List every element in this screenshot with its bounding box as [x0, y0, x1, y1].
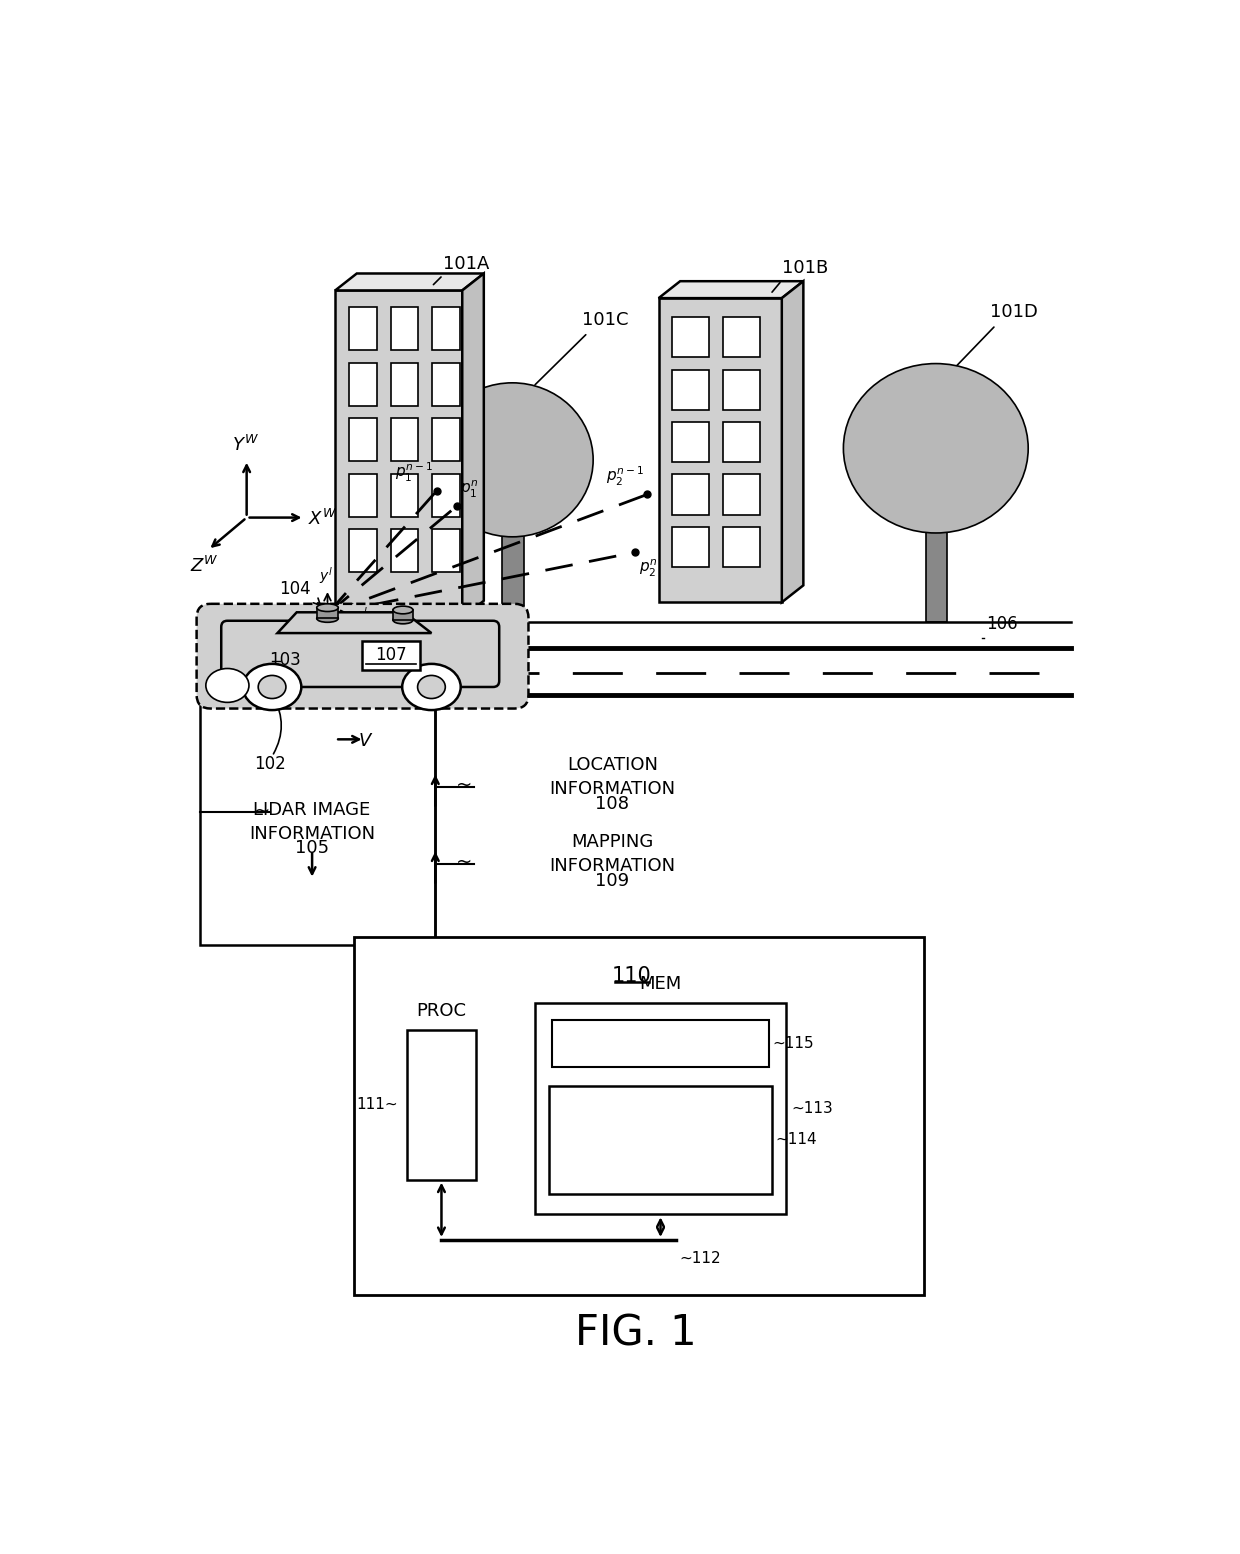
Bar	[316, 608, 339, 618]
Polygon shape	[781, 281, 804, 603]
Text: 101A: 101A	[443, 255, 490, 272]
Bar	[672, 423, 709, 462]
Text: $p_2^{n-1}$: $p_2^{n-1}$	[606, 465, 644, 488]
Text: $p_1^{n-1}$: $p_1^{n-1}$	[394, 462, 433, 485]
Bar	[407, 1030, 476, 1179]
Bar	[552, 1019, 769, 1068]
Text: $p_1^{n}$: $p_1^{n}$	[460, 479, 479, 500]
Bar	[502, 533, 523, 622]
Bar	[723, 423, 760, 462]
Polygon shape	[463, 274, 484, 617]
Text: 102: 102	[254, 755, 285, 772]
Text: $z^l$: $z^l$	[296, 631, 309, 648]
Bar	[350, 308, 377, 351]
Text: MAPPING
INFORMATION: MAPPING INFORMATION	[549, 833, 676, 875]
Bar	[433, 308, 460, 351]
Text: 101D: 101D	[990, 303, 1038, 322]
Text: 110: 110	[611, 967, 651, 987]
Bar	[536, 1002, 786, 1214]
Bar	[391, 528, 418, 572]
Ellipse shape	[418, 676, 445, 699]
Bar	[350, 418, 377, 462]
FancyBboxPatch shape	[221, 620, 500, 687]
Text: ~115: ~115	[773, 1037, 815, 1051]
Ellipse shape	[432, 382, 593, 536]
Text: 104: 104	[279, 581, 310, 598]
Text: LIDAR IMAGE
INFORMATION: LIDAR IMAGE INFORMATION	[249, 800, 376, 842]
Bar	[391, 474, 418, 517]
Text: $Y^W$: $Y^W$	[232, 435, 259, 455]
Bar	[723, 370, 760, 410]
Bar	[672, 474, 709, 514]
Ellipse shape	[393, 615, 413, 623]
FancyBboxPatch shape	[197, 605, 528, 709]
Text: $p_2^{n}$: $p_2^{n}$	[639, 558, 657, 580]
Bar	[433, 528, 460, 572]
Polygon shape	[335, 274, 484, 291]
Text: FIG. 1: FIG. 1	[574, 1313, 697, 1355]
Text: 111~: 111~	[356, 1097, 398, 1113]
Bar	[433, 418, 460, 462]
Ellipse shape	[243, 664, 301, 710]
Bar	[723, 474, 760, 514]
Bar	[391, 308, 418, 351]
Bar	[362, 640, 420, 670]
Ellipse shape	[843, 364, 1028, 533]
Text: 103: 103	[269, 651, 301, 670]
Polygon shape	[278, 612, 432, 632]
Text: PROC: PROC	[417, 1002, 466, 1021]
Ellipse shape	[206, 668, 249, 702]
Text: 107: 107	[374, 646, 407, 665]
Text: ~112: ~112	[680, 1251, 722, 1265]
Bar	[335, 291, 463, 617]
Text: 109: 109	[595, 872, 630, 890]
Text: $Z^W$: $Z^W$	[190, 556, 218, 577]
Text: $X^W$: $X^W$	[309, 510, 337, 530]
Bar	[355, 937, 924, 1296]
Text: ~114: ~114	[776, 1133, 817, 1147]
Bar	[672, 527, 709, 567]
Text: 108: 108	[595, 794, 630, 813]
Ellipse shape	[316, 605, 339, 612]
Bar	[350, 362, 377, 406]
Text: ~113: ~113	[792, 1102, 833, 1116]
Text: MEM: MEM	[640, 976, 682, 993]
Bar	[350, 474, 377, 517]
Text: 105: 105	[295, 839, 329, 858]
Polygon shape	[658, 281, 804, 298]
Text: $V$: $V$	[358, 732, 373, 751]
Bar	[391, 362, 418, 406]
Bar	[433, 362, 460, 406]
Bar	[350, 528, 377, 572]
Text: ~: ~	[456, 853, 472, 872]
Bar	[658, 298, 781, 603]
Text: ~: ~	[254, 802, 270, 821]
Ellipse shape	[258, 676, 286, 699]
Bar	[549, 1086, 771, 1193]
Text: 106: 106	[986, 615, 1018, 632]
Text: 101C: 101C	[582, 311, 629, 329]
Bar	[391, 418, 418, 462]
Text: LOCATION
INFORMATION: LOCATION INFORMATION	[549, 757, 676, 797]
Bar	[672, 370, 709, 410]
Bar	[723, 317, 760, 357]
Bar	[433, 474, 460, 517]
Bar	[926, 517, 947, 622]
Text: ~: ~	[456, 775, 472, 796]
Text: $y^l$: $y^l$	[319, 566, 332, 586]
Bar	[672, 317, 709, 357]
Bar	[723, 527, 760, 567]
Text: $x^l$: $x^l$	[353, 606, 367, 623]
Bar	[201, 617, 435, 945]
Text: 101B: 101B	[781, 260, 828, 277]
Ellipse shape	[393, 606, 413, 614]
Ellipse shape	[316, 614, 339, 622]
Bar	[393, 611, 413, 620]
Ellipse shape	[402, 664, 461, 710]
